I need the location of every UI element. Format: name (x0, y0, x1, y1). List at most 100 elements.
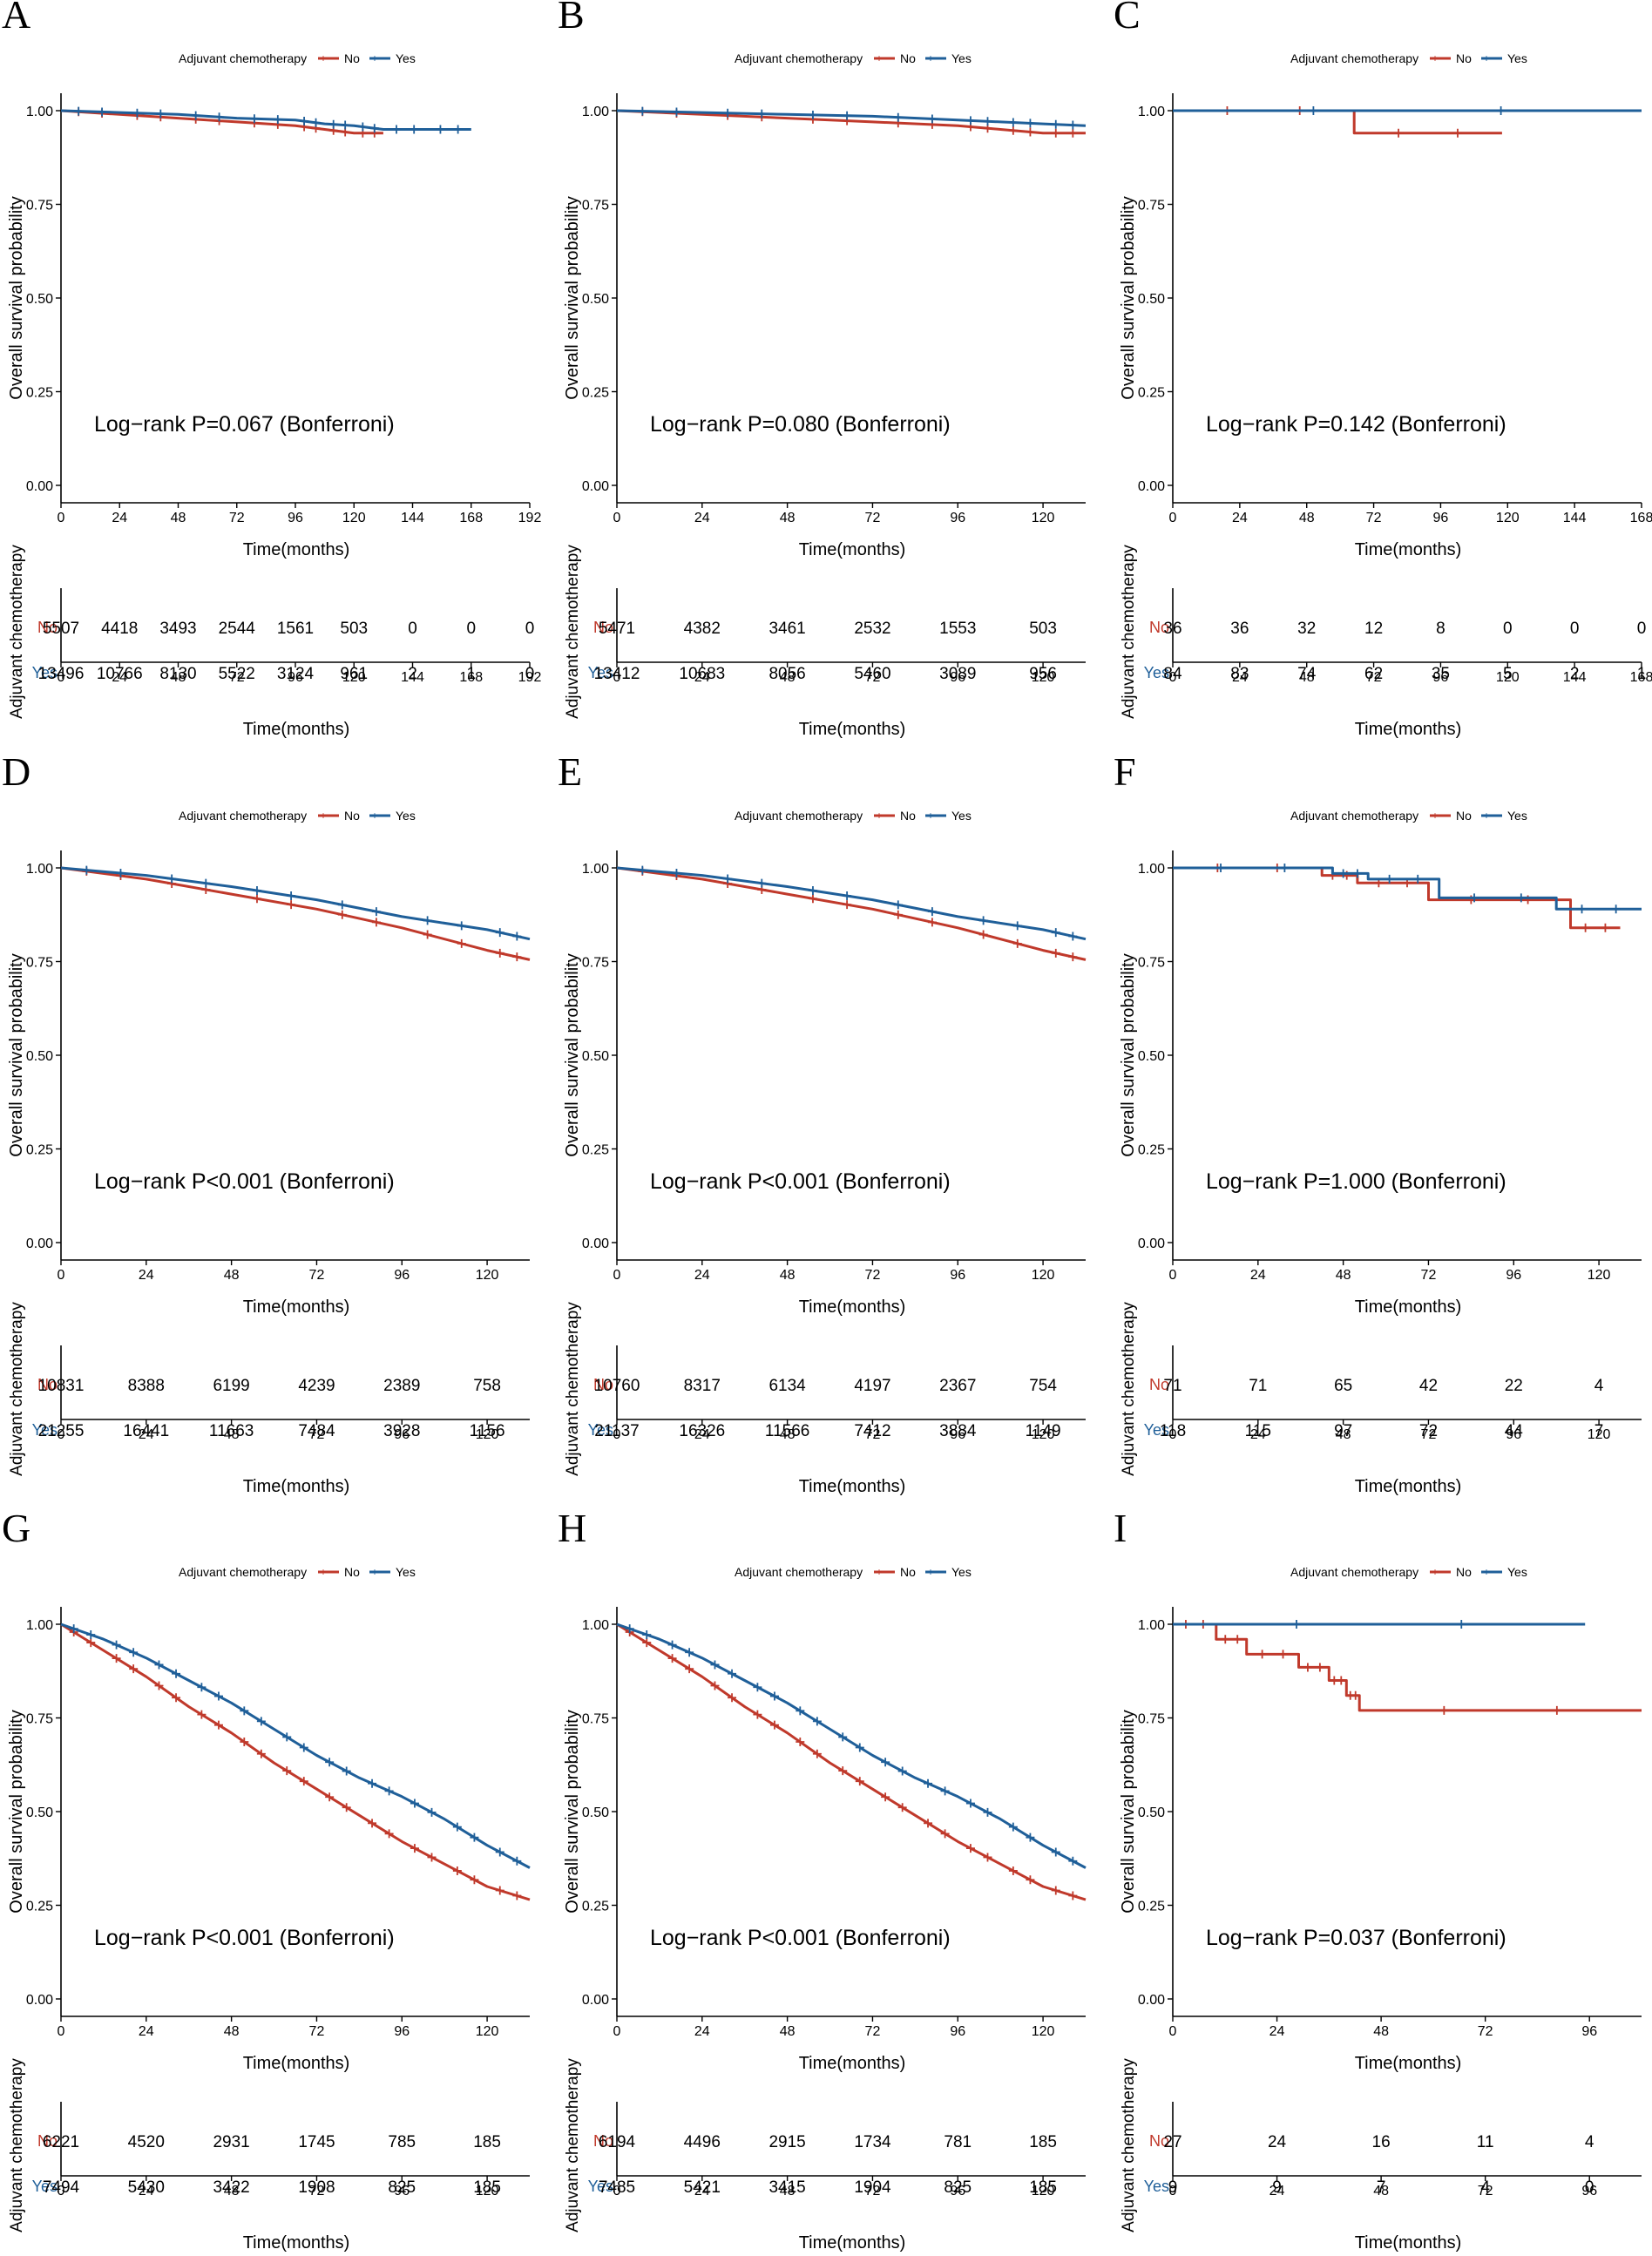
censor-mark-no (1051, 948, 1060, 958)
risk-x-tick-label: 48 (1373, 2184, 1389, 2198)
censor-mark-yes (924, 1778, 933, 1788)
x-tick-label: 144 (401, 511, 424, 525)
risk-count: 97 (1334, 1422, 1352, 1440)
censor-mark-yes (129, 1648, 139, 1657)
y-axis-title: Overall survival probability (563, 953, 582, 1156)
risk-count: 3928 (383, 1422, 420, 1440)
risk-count: 4197 (854, 1377, 890, 1395)
censor-mark-yes (1338, 869, 1348, 878)
risk-count: 11 (1477, 2133, 1494, 2151)
censor-mark-no (893, 910, 903, 919)
censor-mark-no (1221, 1635, 1230, 1644)
censor-mark-yes (757, 109, 767, 119)
censor-mark-yes (723, 108, 733, 118)
legend-title: Adjuvant chemotherapy (179, 809, 307, 823)
risk-count: 13412 (594, 665, 640, 683)
risk-x-tick-label: 48 (1336, 1427, 1351, 1442)
risk-count: 3461 (768, 620, 805, 638)
censor-mark-yes (74, 106, 84, 116)
risk-count: 5460 (854, 665, 890, 683)
y-axis-title: Overall survival probability (7, 953, 26, 1156)
y-tick-label: 0.00 (1138, 1993, 1165, 2008)
censor-mark-no (897, 1803, 907, 1812)
risk-count: 6221 (43, 2133, 79, 2151)
censor-mark-yes (769, 1691, 779, 1701)
x-tick-label: 120 (1496, 511, 1520, 525)
y-tick-label: 0.75 (582, 199, 609, 213)
risk-strata-label-no: No (1149, 2132, 1169, 2150)
risk-x-tick-label: 0 (613, 2184, 621, 2198)
legend-label-no: No (344, 51, 360, 65)
risk-count: 1745 (298, 2133, 335, 2151)
risk-x-tick-label: 72 (1421, 1427, 1437, 1442)
censor-mark-yes (728, 1669, 737, 1678)
x-tick-label: 48 (1299, 511, 1315, 525)
risk-count: 7412 (854, 1422, 890, 1440)
censor-mark-yes (299, 1743, 308, 1752)
x-tick-label: 24 (1250, 1268, 1266, 1283)
censor-mark-yes (965, 1799, 975, 1808)
risk-count: 16441 (123, 1422, 169, 1440)
risk-count: 115 (1245, 1422, 1271, 1440)
risk-count: 754 (1029, 1377, 1057, 1395)
logrank-pvalue: Log−rank P<0.001 (Bonferroni) (94, 1926, 395, 1950)
legend-label-no: No (900, 809, 916, 823)
risk-count: 7485 (599, 2178, 635, 2197)
risk-count: 3493 (159, 620, 196, 638)
censor-mark-yes (410, 125, 419, 134)
risk-x-axis-title: Time(months) (243, 2233, 350, 2253)
censor-mark-yes (1026, 119, 1035, 128)
logrank-pvalue: Log−rank P=0.037 (Bonferroni) (1206, 1926, 1506, 1950)
risk-x-tick-label: 72 (1478, 2184, 1493, 2198)
x-tick-label: 0 (58, 511, 65, 525)
censor-mark-no (129, 1664, 139, 1674)
km-curve-no (1173, 1623, 1642, 1712)
censor-mark-yes (156, 109, 166, 119)
censor-mark-yes (342, 1766, 351, 1776)
x-axis-title: Time(months) (799, 1297, 906, 1317)
x-tick-label: 144 (1563, 511, 1587, 525)
risk-count: 825 (388, 2178, 416, 2197)
risk-x-tick-label: 24 (139, 2184, 154, 2198)
panel-f: F Adjuvant chemotherapy + No + Yes 0.00 0.25 0.5… (1114, 749, 1642, 1496)
x-tick-label: 24 (139, 1268, 154, 1283)
censor-mark-no (667, 1654, 677, 1663)
risk-count: 4520 (128, 2133, 165, 2151)
risk-count: 3089 (939, 665, 976, 683)
km-curve-yes (60, 1623, 531, 1869)
risk-x-tick-label: 48 (1299, 670, 1315, 685)
censor-mark-no (1452, 128, 1462, 138)
censor-mark-no (287, 900, 296, 910)
risk-strata-label-yes: Yes (588, 664, 613, 681)
y-axis-title: Overall survival probability (7, 1710, 26, 1913)
x-tick-label: 72 (865, 1268, 881, 1283)
x-tick-label: 0 (1169, 1268, 1177, 1283)
risk-count: 4 (1480, 2178, 1490, 2197)
risk-count: 72 (1419, 1422, 1438, 1440)
censor-mark-no (1394, 128, 1404, 138)
risk-x-axis-title: Time(months) (799, 1477, 906, 1496)
x-tick-label: 48 (1373, 2024, 1389, 2039)
legend-key-yes-cross: + (1483, 810, 1489, 822)
censor-mark-yes (249, 114, 259, 124)
risk-count: 2915 (768, 2133, 805, 2151)
risk-count: 2 (408, 665, 417, 683)
legend: Adjuvant chemotherapy + No + Yes (1290, 1565, 1527, 1579)
censor-mark-yes (927, 907, 937, 917)
risk-y-axis-title: Adjuvant chemotherapy (8, 545, 26, 719)
panel-letter: B (558, 0, 585, 37)
censor-mark-yes (838, 1732, 848, 1742)
risk-count: 21255 (38, 1422, 85, 1440)
censor-mark-yes (1457, 1620, 1466, 1629)
x-tick-label: 48 (171, 511, 186, 525)
censor-mark-no (457, 938, 466, 948)
y-axis-title: Overall survival probability (1119, 196, 1138, 399)
legend-key-yes-cross: + (1483, 1566, 1489, 1578)
legend-key-no-cross: + (876, 1566, 882, 1578)
censor-mark-yes (625, 1624, 634, 1634)
risk-count: 5522 (219, 665, 255, 683)
risk-count: 6194 (599, 2133, 636, 2151)
y-tick-label: 0.25 (1138, 1900, 1165, 1914)
x-tick-label: 0 (613, 1268, 621, 1283)
